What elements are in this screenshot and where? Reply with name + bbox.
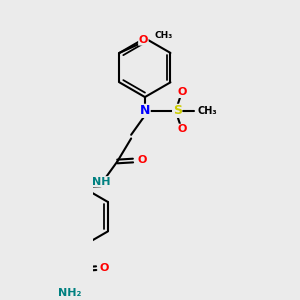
Text: NH: NH	[92, 177, 110, 187]
Text: O: O	[177, 124, 186, 134]
Text: S: S	[172, 104, 182, 117]
Text: CH₃: CH₃	[154, 31, 173, 40]
Text: O: O	[137, 154, 147, 165]
Text: NH₂: NH₂	[58, 288, 81, 298]
Text: O: O	[139, 35, 148, 45]
Text: CH₃: CH₃	[197, 106, 217, 116]
Text: O: O	[177, 88, 186, 98]
Text: O: O	[100, 263, 109, 273]
Text: N: N	[140, 104, 150, 117]
